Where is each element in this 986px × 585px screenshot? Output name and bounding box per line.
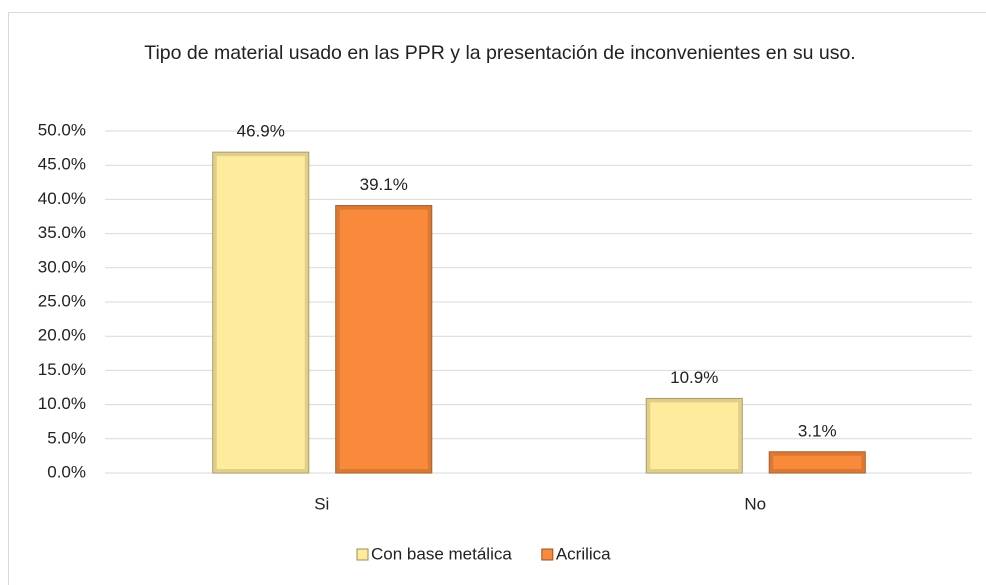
y-tick-label: 30.0% bbox=[38, 257, 86, 276]
data-label: 39.1% bbox=[360, 175, 408, 194]
data-label: 3.1% bbox=[798, 421, 837, 440]
legend-swatch bbox=[541, 548, 554, 561]
data-label: 46.9% bbox=[237, 122, 285, 141]
x-tick-label: Si bbox=[314, 494, 329, 513]
y-tick-label: 35.0% bbox=[38, 223, 86, 242]
y-tick-label: 10.0% bbox=[38, 394, 86, 413]
chart-title: Tipo de material usado en las PPR y la p… bbox=[144, 42, 856, 64]
y-tick-label: 50.0% bbox=[38, 120, 86, 139]
bar bbox=[212, 151, 310, 474]
bar-bevel bbox=[212, 152, 309, 473]
y-tick-label: 20.0% bbox=[38, 326, 86, 345]
y-tick-label: 15.0% bbox=[38, 360, 86, 379]
bar-bevel bbox=[646, 398, 743, 473]
bar-bevel bbox=[769, 451, 866, 473]
y-tick-label: 0.0% bbox=[47, 462, 86, 481]
chart-border bbox=[8, 12, 986, 585]
x-tick-label: No bbox=[744, 494, 766, 513]
y-tick-label: 25.0% bbox=[38, 291, 86, 310]
y-tick-label: 5.0% bbox=[47, 428, 86, 447]
legend-label: Acrilica bbox=[556, 544, 611, 563]
data-label: 10.9% bbox=[670, 368, 718, 387]
y-tick-label: 45.0% bbox=[38, 155, 86, 174]
legend-swatch bbox=[356, 548, 369, 561]
bar bbox=[335, 205, 433, 474]
y-tick-label: 40.0% bbox=[38, 189, 86, 208]
legend-label: Con base metálica bbox=[371, 544, 512, 563]
bar-bevel bbox=[335, 205, 432, 473]
bar bbox=[645, 397, 743, 474]
